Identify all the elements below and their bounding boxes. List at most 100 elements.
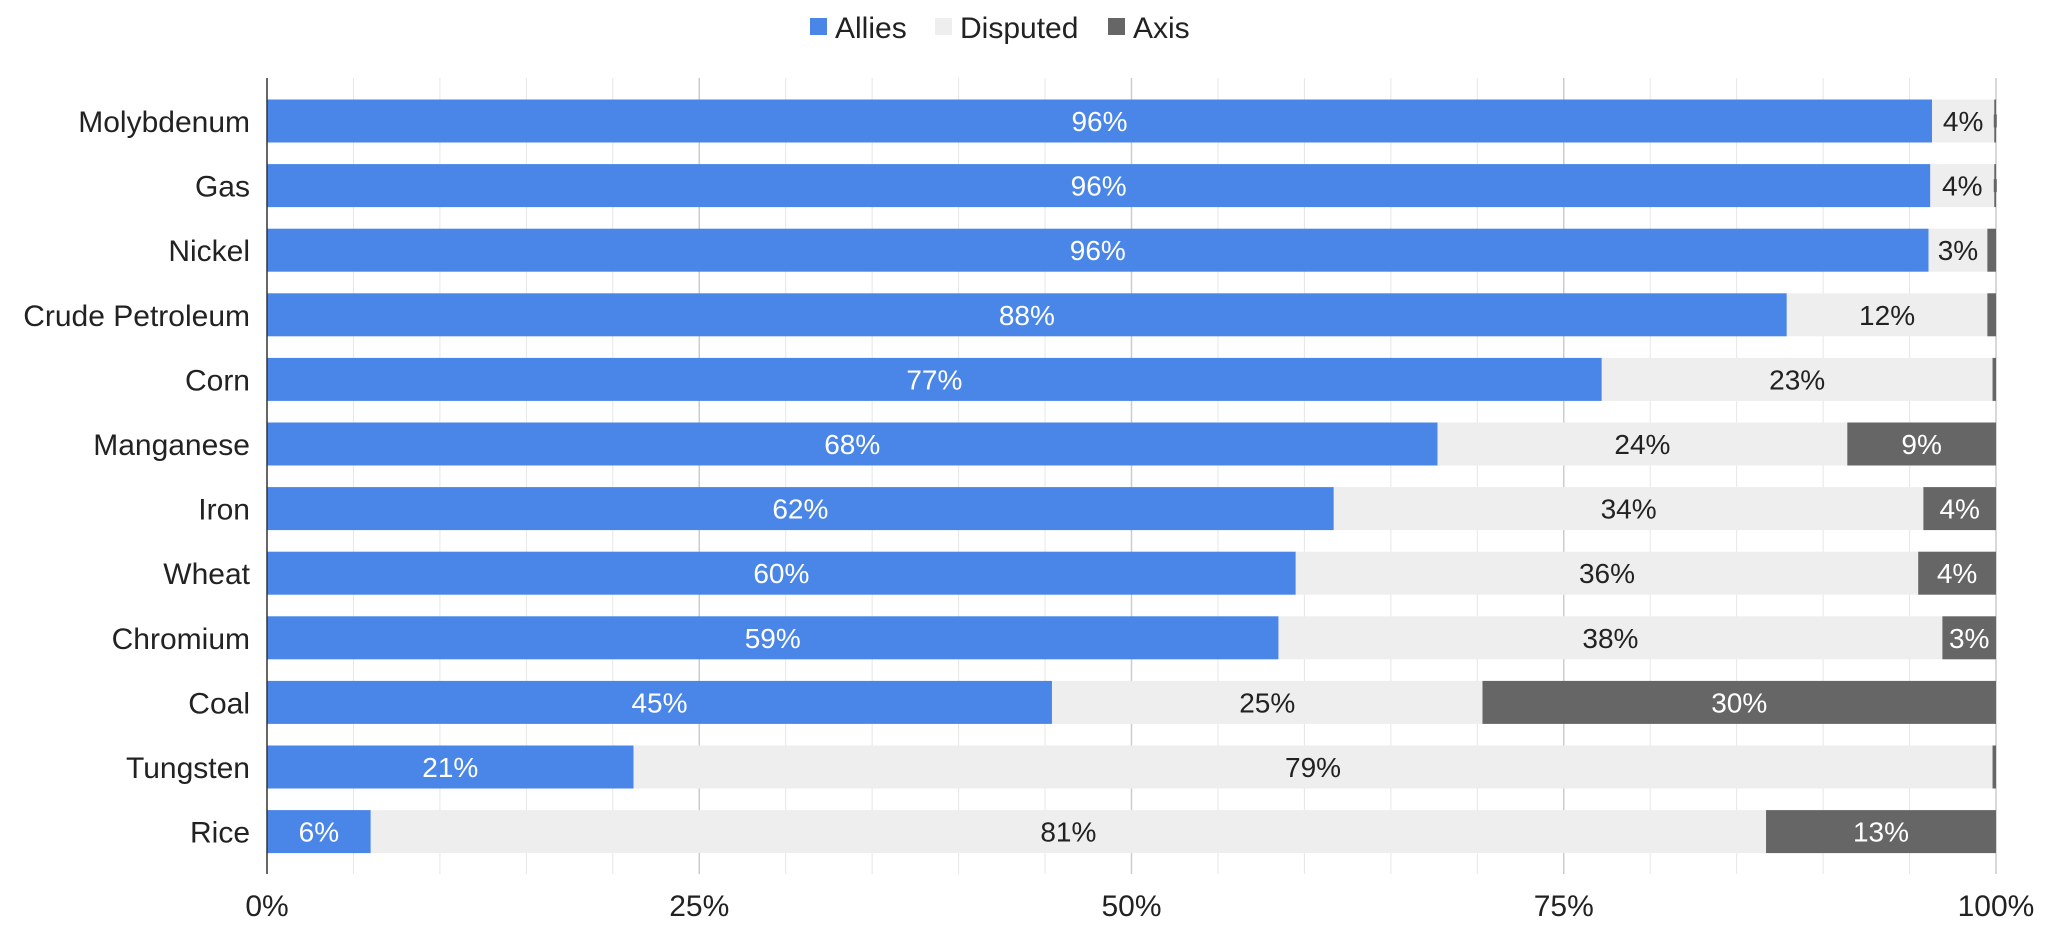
data-label-disputed: 4% [1942, 171, 1982, 202]
bar-row-rice: 6% 81% 13% [267, 810, 1996, 854]
value-axis: 0% 25% 50% 75% 100% [245, 890, 2034, 923]
bar-segment-axis [1482, 680, 1996, 724]
category-label: Wheat [163, 558, 250, 591]
x-tick-label: 25% [669, 890, 729, 923]
data-label-allies: 96% [1070, 235, 1126, 266]
category-label: Chromium [112, 623, 250, 656]
bar-row-coal: 45% 25% 30% [267, 680, 1996, 724]
data-label-allies: 59% [745, 623, 801, 654]
bar-row-wheat: 60% 36% 4% [267, 551, 1996, 595]
bar-area: 96% 4% 96% 4% 96% 3% 88% 12% 77% 23% 68% 24% 9% 62% 34… [267, 99, 1997, 854]
bar-segment-allies [267, 357, 1602, 401]
data-label-disputed: 79% [1285, 752, 1341, 783]
bar-segment-allies [267, 99, 1933, 143]
bar-segment-axis [1918, 551, 1996, 595]
legend-label-axis: Axis [1133, 12, 1190, 45]
data-label-disputed: 3% [1938, 235, 1978, 266]
x-tick-label: 0% [245, 890, 288, 923]
category-label: Corn [185, 364, 250, 397]
bar-segment-disputed [1051, 680, 1483, 724]
data-label-axis: 4% [1937, 558, 1977, 589]
bar-row-corn: 77% 23% [267, 357, 1996, 401]
category-axis: Molybdenum Gas Nickel Crude Petroleum Corn Ma… [23, 106, 250, 850]
bar-row-crude-petroleum: 88% 12% [267, 293, 1996, 337]
x-tick-label: 75% [1534, 890, 1594, 923]
data-label-disputed: 23% [1769, 364, 1825, 395]
bar-segment-allies [267, 487, 1334, 531]
bar-segment-axis [1987, 293, 1996, 337]
data-label-allies: 6% [299, 817, 339, 848]
data-label-axis: 3% [1949, 623, 1989, 654]
legend-label-disputed: Disputed [960, 12, 1078, 45]
legend-label-allies: Allies [835, 12, 907, 45]
legend-swatch-disputed [935, 18, 952, 35]
bar-segment-allies [267, 745, 634, 789]
bar-segment-disputed [1786, 293, 1988, 337]
data-label-disputed: 81% [1040, 817, 1096, 848]
gridlines [352, 78, 1997, 874]
bar-segment-allies [267, 810, 371, 854]
bar-row-molybdenum: 96% 4% [267, 99, 1997, 143]
bar-segment-axis [1994, 99, 1996, 143]
bar-segment-axis [1992, 357, 1996, 401]
small-segment-marker [1993, 114, 1997, 128]
bar-segment-axis [1766, 810, 1996, 854]
x-tick-label: 50% [1101, 890, 1161, 923]
bar-segment-allies [267, 164, 1931, 208]
data-label-axis: 30% [1711, 687, 1767, 718]
bar-row-iron: 62% 34% 4% [267, 487, 1996, 531]
data-label-allies: 60% [753, 558, 809, 589]
category-label: Tungsten [126, 752, 250, 785]
category-label: Iron [198, 494, 250, 527]
data-label-allies: 88% [999, 300, 1055, 331]
data-label-disputed: 38% [1582, 623, 1638, 654]
data-label-disputed: 25% [1239, 687, 1295, 718]
data-label-allies: 96% [1071, 106, 1127, 137]
bar-segment-axis [1942, 616, 1996, 660]
category-label: Rice [190, 817, 250, 850]
category-label: Molybdenum [78, 106, 250, 139]
data-label-axis: 13% [1853, 817, 1909, 848]
bar-segment-allies [267, 680, 1052, 724]
bar-row-gas: 96% 4% [267, 164, 1997, 208]
data-label-allies: 45% [631, 687, 687, 718]
small-segment-marker [1993, 179, 1997, 193]
data-label-axis: 4% [1939, 494, 1979, 525]
bar-segment-disputed [633, 745, 1993, 789]
bar-row-chromium: 59% 38% 3% [267, 616, 1996, 660]
data-label-allies: 77% [906, 364, 962, 395]
bar-segment-axis [1987, 228, 1996, 272]
legend-swatch-allies [810, 18, 827, 35]
data-label-allies: 62% [772, 494, 828, 525]
bar-segment-disputed [1437, 422, 1848, 466]
bar-segment-disputed [1278, 616, 1943, 660]
bar-segment-allies [267, 293, 1787, 337]
bar-row-manganese: 68% 24% 9% [267, 422, 1996, 466]
data-label-allies: 68% [824, 429, 880, 460]
data-label-disputed: 24% [1614, 429, 1670, 460]
bar-segment-disputed [370, 810, 1767, 854]
bar-segment-disputed [1932, 99, 1995, 143]
bar-segment-disputed [1930, 164, 1995, 208]
category-label: Manganese [93, 429, 250, 462]
chart-legend: Allies Disputed Axis [810, 12, 1190, 45]
bar-segment-disputed [1295, 551, 1919, 595]
x-tick-label: 100% [1958, 890, 2035, 923]
data-label-disputed: 36% [1579, 558, 1635, 589]
bar-segment-allies [267, 616, 1279, 660]
bar-segment-axis [1923, 487, 1996, 531]
bar-row-tungsten: 21% 79% [267, 745, 1996, 789]
category-label: Coal [188, 687, 250, 720]
legend-swatch-axis [1108, 18, 1125, 35]
category-label: Crude Petroleum [23, 300, 250, 333]
data-label-allies: 96% [1071, 171, 1127, 202]
bar-segment-axis [1992, 745, 1996, 789]
bar-segment-allies [267, 228, 1929, 272]
data-label-disputed: 12% [1859, 300, 1915, 331]
data-label-axis: 9% [1901, 429, 1941, 460]
category-label: Nickel [168, 235, 250, 268]
bar-segment-axis [1994, 164, 1996, 208]
bar-segment-disputed [1601, 357, 1993, 401]
bar-segment-axis [1847, 422, 1996, 466]
